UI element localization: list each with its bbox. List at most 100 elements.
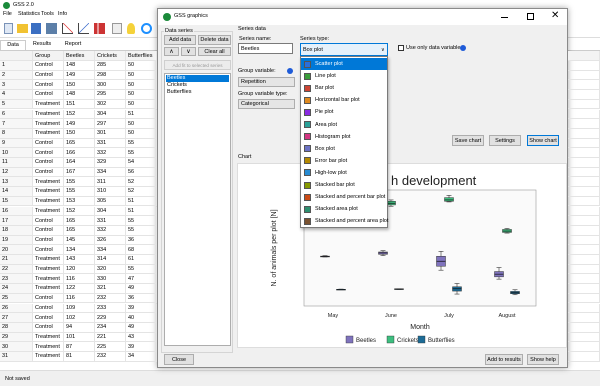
row-header: 7 (0, 119, 33, 129)
dropdown-option[interactable]: Area plot (301, 119, 387, 131)
cell (568, 109, 600, 120)
cell: Treatment (33, 284, 64, 294)
button[interactable]: Save chart (452, 135, 484, 146)
cell: Control (33, 70, 64, 81)
legend-label: Crickets (397, 338, 419, 344)
row-header: 22 (0, 264, 33, 275)
list-item[interactable]: Crickets (167, 81, 187, 88)
list-item[interactable]: Butterflies (167, 88, 192, 95)
button[interactable]: Add data (164, 35, 196, 45)
dropdown-option[interactable]: Bar plot (301, 82, 387, 94)
cell: Control (33, 216, 64, 226)
select[interactable]: Box plot (300, 43, 388, 56)
cell: 150 (64, 128, 95, 139)
tool-table[interactable] (46, 23, 57, 34)
row-header: 30 (0, 342, 33, 352)
tool-save[interactable] (31, 23, 41, 34)
cell: 297 (95, 119, 126, 129)
menu-item[interactable]: Statistics (18, 11, 41, 17)
cell: 329 (95, 158, 126, 168)
dropdown-option[interactable]: Line plot (301, 70, 387, 82)
dropdown-option[interactable]: Pie plot (301, 106, 387, 118)
tool-open[interactable] (17, 24, 28, 33)
select[interactable]: Categorical (238, 99, 295, 109)
cell: 43 (126, 332, 157, 343)
dropdown-option[interactable]: Horizontal bar plot (301, 94, 387, 106)
select[interactable]: Repetition (238, 77, 295, 87)
tab[interactable]: Results (32, 41, 52, 48)
cell: 94 (64, 322, 95, 333)
text-input[interactable]: Beetles (238, 43, 293, 54)
tab[interactable]: Data (0, 40, 26, 50)
cell: 285 (95, 61, 126, 71)
button[interactable]: Show help (527, 354, 559, 365)
row-header: 8 (0, 128, 33, 139)
cell: 334 (95, 167, 126, 178)
cell: 36 (126, 235, 157, 246)
menu-item[interactable]: Info (58, 11, 68, 17)
dropdown-option[interactable]: Stacked and percent bar plot (301, 191, 387, 203)
menu-item[interactable]: Tools (41, 11, 54, 17)
section-heading: Chart (238, 154, 252, 160)
cell: 122 (64, 284, 95, 294)
cell: 52 (126, 177, 157, 188)
button[interactable]: Settings (489, 135, 521, 146)
row-header: 12 (0, 167, 33, 178)
dropdown-option[interactable]: Error bar plot (301, 155, 387, 167)
dropdown-option[interactable]: Box plot (301, 143, 387, 155)
cell: 149 (64, 70, 95, 81)
tool-bars[interactable] (94, 23, 105, 34)
menu-item[interactable]: File (3, 11, 12, 17)
button[interactable]: Add to results (485, 354, 523, 365)
button[interactable]: Delete data (198, 35, 231, 45)
cell: 36 (126, 293, 157, 304)
option-icon (304, 205, 311, 213)
tool-bulb[interactable] (127, 23, 135, 34)
row-header: 9 (0, 138, 33, 149)
cell: 330 (95, 274, 126, 285)
cell: Treatment (33, 109, 64, 120)
button[interactable]: Close (164, 354, 194, 365)
option-icon (304, 181, 311, 189)
close-x[interactable]: ✕ (551, 10, 560, 21)
row-header: 4 (0, 90, 33, 100)
tab[interactable]: Report (64, 41, 82, 48)
list-item[interactable]: Beetles (166, 75, 229, 82)
move-down[interactable]: ∨ (181, 47, 196, 56)
tool-help[interactable] (141, 23, 152, 34)
checkbox[interactable] (398, 45, 404, 51)
option-label: Histogram plot (315, 133, 351, 140)
column-header: Group (33, 51, 64, 61)
tool-doc[interactable] (112, 23, 122, 34)
minimize[interactable] (501, 17, 508, 18)
tool-chart2[interactable] (78, 23, 89, 34)
cell: 50 (126, 99, 157, 110)
row-header: 31 (0, 352, 33, 362)
section-heading: Data series (164, 28, 194, 35)
option-label: Line plot (315, 73, 336, 80)
legend-swatch (386, 335, 395, 344)
tool-chart[interactable] (62, 23, 73, 34)
button[interactable]: Show chart (527, 135, 559, 146)
dropdown-option[interactable]: High-low plot (301, 167, 387, 179)
maximize[interactable] (527, 13, 534, 20)
dropdown-option[interactable]: Stacked area plot (301, 203, 387, 215)
cell (568, 274, 600, 285)
cell: Treatment (33, 342, 64, 352)
option-label: Error bar plot (315, 157, 348, 164)
cell: 116 (64, 293, 95, 304)
move-up[interactable]: ∧ (164, 47, 179, 56)
cell: 51 (126, 196, 157, 207)
row-header: 29 (0, 332, 33, 343)
dropdown-option[interactable]: Histogram plot (301, 131, 387, 143)
button[interactable]: Clear all (198, 47, 231, 56)
dropdown-option[interactable]: Scatter plot (301, 58, 387, 70)
tool-new[interactable] (4, 23, 13, 34)
dialog-titlebar: GSS graphics ✕ (158, 9, 567, 25)
row-header: 16 (0, 206, 33, 217)
dropdown-option[interactable]: Stacked bar plot (301, 179, 387, 191)
row-header: 17 (0, 216, 33, 226)
dropdown-option[interactable]: Stacked and percent area plot (301, 215, 388, 227)
row-header: 2 (0, 70, 33, 81)
main-titlebar: GSS 2.0 (0, 0, 600, 10)
